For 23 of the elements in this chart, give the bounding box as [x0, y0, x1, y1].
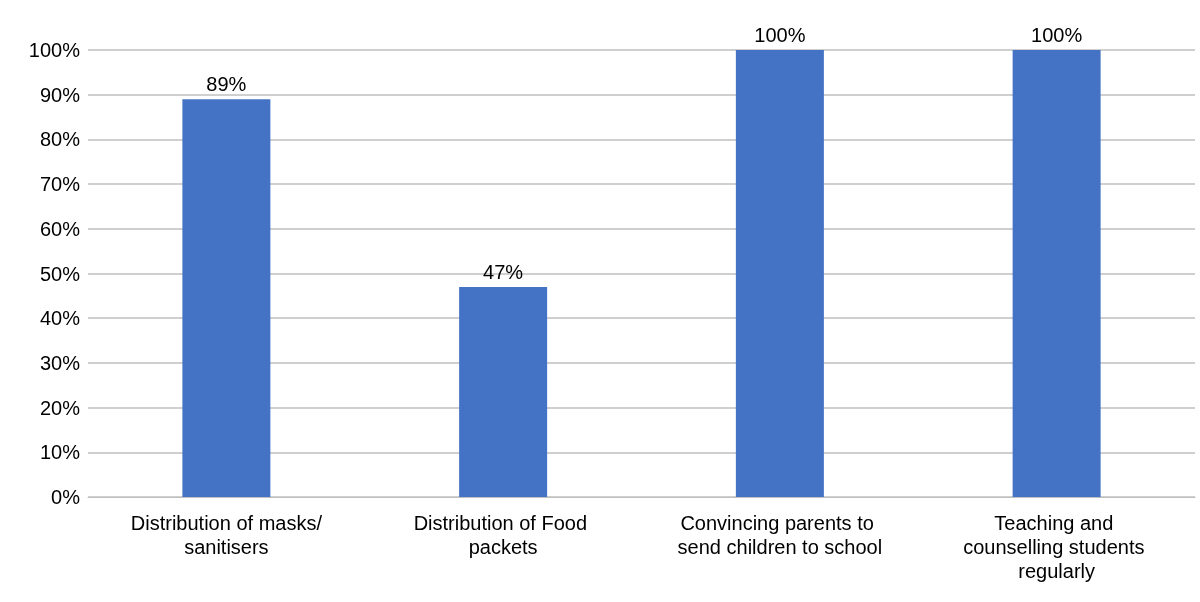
y-tick-label: 30%: [39, 351, 81, 374]
data-label: 47%: [483, 260, 524, 283]
x-tick-label: Distribution of masks/sanitisers: [130, 512, 323, 558]
y-tick-label: 100%: [28, 39, 81, 61]
bar: [1012, 50, 1101, 497]
y-tick-label: 70%: [39, 173, 81, 196]
data-label: 89%: [206, 73, 247, 96]
y-tick-label: 60%: [39, 217, 81, 240]
y-tick-label: 50%: [39, 262, 81, 285]
y-tick-label: 80%: [39, 128, 81, 151]
data-label: 100%: [754, 24, 806, 46]
bar: [459, 286, 548, 497]
bar: [182, 99, 271, 497]
y-tick-label: 10%: [39, 441, 81, 464]
bar: [735, 50, 824, 497]
y-tick-label: 90%: [39, 83, 81, 106]
x-tick-label: Distribution of Food packets: [413, 512, 593, 558]
data-label: 100%: [1031, 24, 1083, 46]
y-tick-label: 0%: [51, 486, 81, 508]
y-tick-label: 40%: [39, 307, 81, 330]
x-tick-label: Teaching and counselling students regularly: [963, 512, 1151, 582]
y-tick-label: 20%: [39, 396, 81, 419]
x-tick-label: Convincing parents to send children to school: [677, 512, 883, 558]
